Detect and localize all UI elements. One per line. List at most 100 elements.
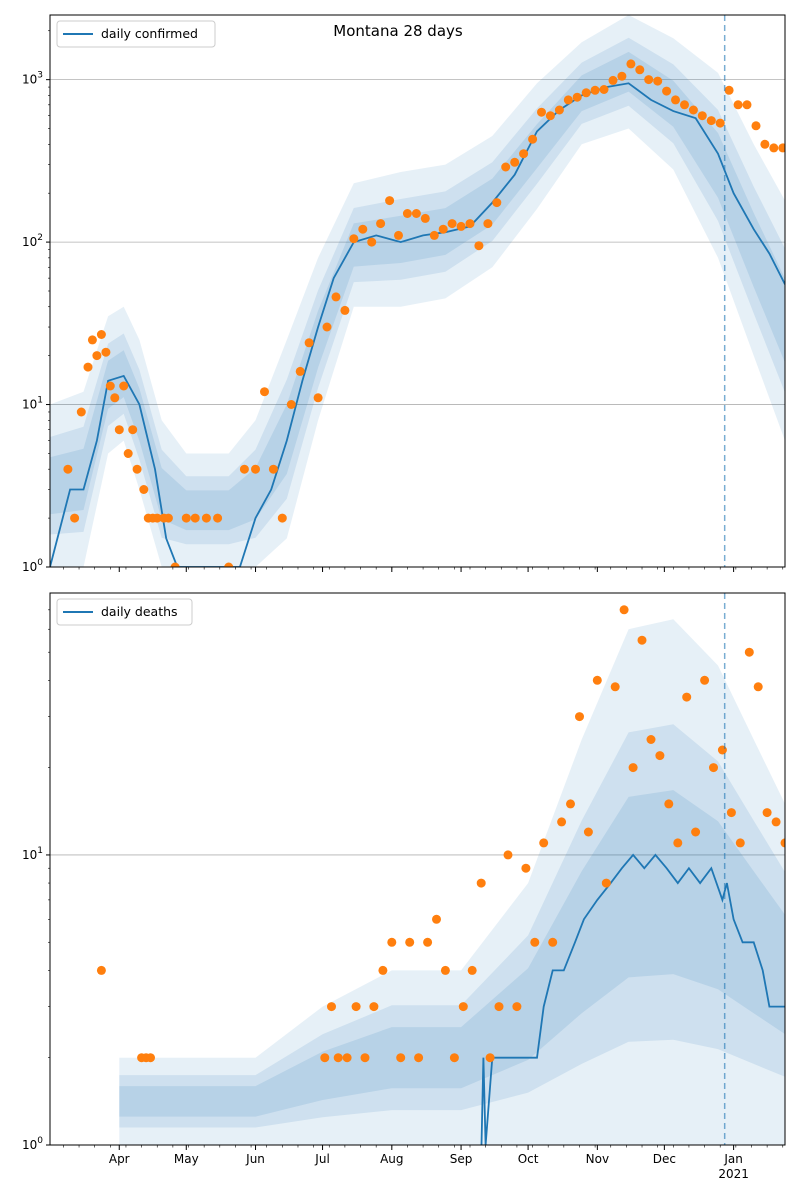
data-point — [726, 808, 736, 818]
data-point — [521, 863, 531, 873]
data-point — [653, 76, 663, 86]
data-point — [114, 425, 124, 435]
data-point — [92, 351, 102, 361]
data-point — [322, 322, 332, 332]
data-point — [396, 1053, 406, 1063]
data-point — [358, 224, 368, 234]
data-point — [751, 121, 761, 131]
data-point — [771, 817, 781, 827]
data-point — [251, 464, 260, 474]
y-axis-confirmed: 100 101 102 103 — [22, 30, 50, 574]
data-point — [503, 850, 513, 860]
data-point — [394, 230, 403, 240]
data-point — [557, 817, 567, 827]
series-line — [478, 853, 785, 1145]
data-point — [277, 513, 287, 523]
data-point — [420, 213, 430, 223]
data-point — [295, 366, 305, 376]
y-tick-label: 103 — [22, 71, 43, 87]
legend-confirmed: daily confirmed — [56, 20, 216, 48]
data-point — [554, 105, 564, 115]
data-point — [671, 95, 680, 105]
legend-box — [56, 598, 193, 626]
data-point — [385, 196, 395, 206]
data-point — [119, 381, 129, 391]
data-point — [105, 381, 115, 391]
data-point — [146, 1053, 155, 1063]
data-point — [405, 937, 415, 947]
data-point — [260, 387, 269, 397]
data-point — [402, 209, 412, 218]
data-point — [572, 92, 582, 102]
data-point — [637, 635, 647, 645]
x-year-label: 2021 — [718, 1167, 749, 1181]
data-point — [101, 347, 111, 357]
data-point — [465, 219, 475, 229]
data-point — [635, 65, 645, 75]
data-point — [414, 1053, 424, 1063]
data-point — [376, 219, 386, 229]
data-point — [76, 407, 86, 417]
data-point — [286, 400, 296, 409]
data-point — [626, 59, 636, 69]
data-point — [778, 143, 785, 153]
data-point — [438, 224, 448, 234]
data-point — [456, 221, 466, 231]
data-point — [563, 95, 573, 105]
data-point — [367, 237, 377, 247]
data-point — [447, 219, 457, 229]
data-point — [449, 1053, 459, 1063]
data-point — [123, 449, 133, 458]
x-tick-label: Oct — [518, 1152, 539, 1166]
x-tick-label: May — [174, 1152, 199, 1166]
data-point — [644, 75, 654, 85]
data-point — [320, 1053, 330, 1063]
data-point — [662, 86, 672, 96]
data-point — [682, 692, 692, 702]
data-point — [545, 111, 555, 121]
data-point — [724, 85, 734, 95]
data-point — [617, 71, 627, 81]
x-tick-label: Aug — [380, 1152, 403, 1166]
axes-frame-deaths — [49, 592, 786, 1146]
data-point — [351, 1002, 361, 1012]
data-point — [213, 513, 223, 523]
data-point — [733, 100, 743, 110]
data-point — [70, 513, 80, 523]
uncertainty-band — [119, 619, 785, 1145]
chart-title: Montana 28 days — [333, 22, 463, 40]
grid-confirmed — [50, 79, 785, 405]
x-tick-label: Dec — [653, 1152, 676, 1166]
data-point — [387, 937, 397, 947]
data-point — [575, 712, 584, 722]
data-point — [680, 100, 689, 110]
data-point — [239, 464, 249, 474]
data-point — [429, 230, 439, 240]
y-tick-label: 101 — [22, 396, 43, 412]
data-point — [342, 1053, 352, 1063]
data-point — [458, 1002, 468, 1012]
data-point — [744, 647, 754, 657]
data-point — [224, 562, 234, 567]
data-point — [599, 85, 609, 94]
data-point — [96, 330, 106, 339]
data-point — [494, 1002, 504, 1012]
data-point — [664, 799, 674, 809]
data-point — [688, 105, 698, 115]
x-tick-label: Sep — [450, 1152, 473, 1166]
data-point — [163, 513, 173, 523]
x-tick-label: Jul — [314, 1152, 329, 1166]
data-point — [760, 139, 770, 149]
data-point — [628, 763, 638, 773]
y-tick-label: 101 — [22, 846, 43, 862]
data-point — [87, 335, 97, 345]
data-point — [673, 838, 683, 848]
data-point — [139, 485, 149, 494]
data-point — [83, 362, 93, 372]
x-tick-label: Apr — [109, 1152, 130, 1166]
data-point — [96, 965, 106, 975]
data-point — [333, 1053, 343, 1063]
legend-label: daily deaths — [101, 604, 178, 619]
y-axis-deaths: 100 101 — [22, 609, 50, 1152]
